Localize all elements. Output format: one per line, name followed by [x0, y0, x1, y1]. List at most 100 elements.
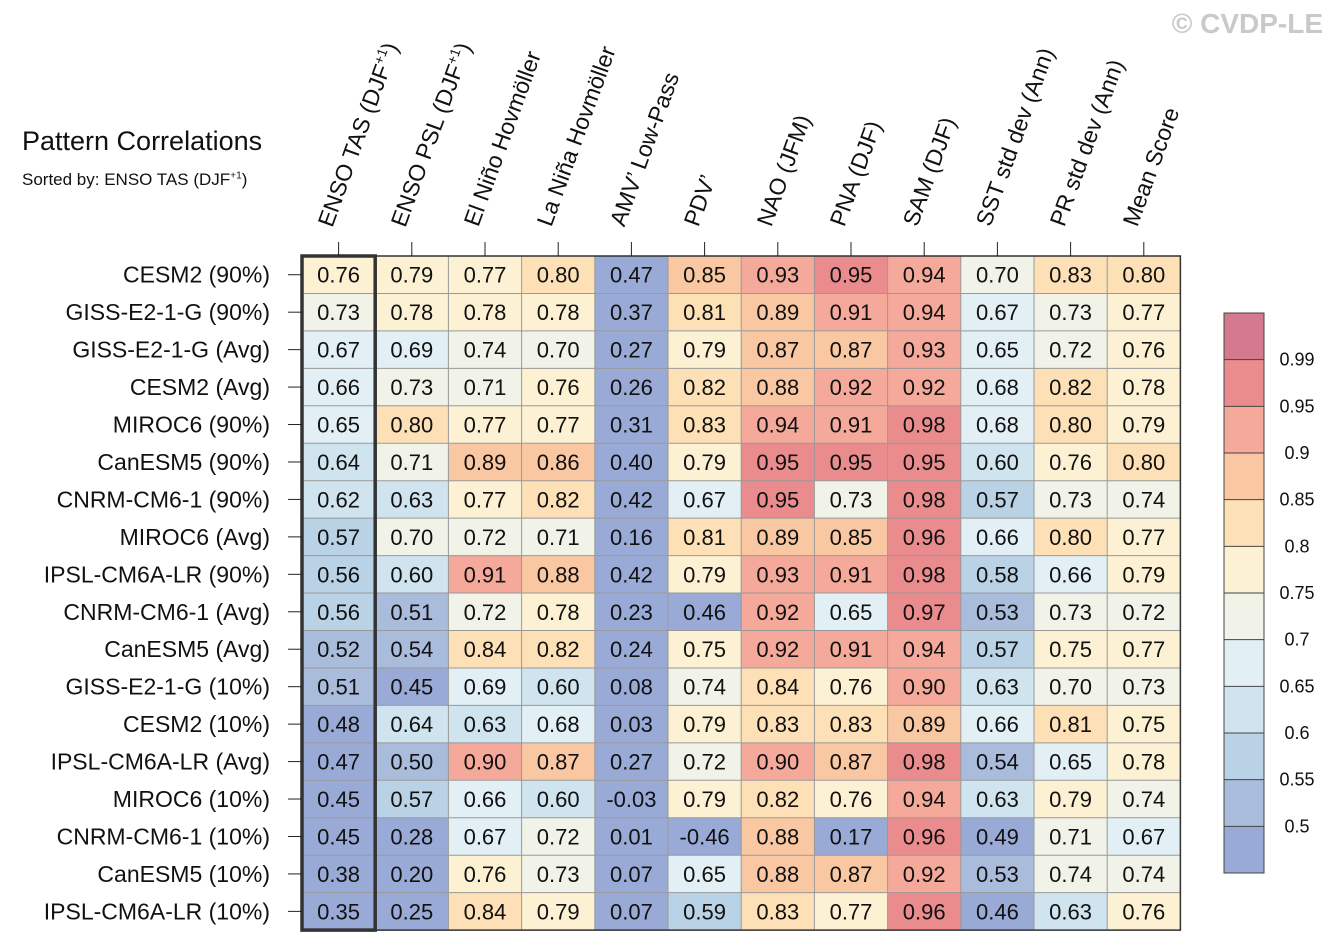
heatmap-cell [814, 443, 888, 481]
heatmap-cell [375, 817, 449, 856]
cell-value-label: 0.51 [390, 600, 433, 625]
heatmap-cell [448, 518, 522, 556]
row-label: MIROC6 (Avg) [120, 524, 270, 550]
heatmap-cell [1034, 480, 1108, 519]
heatmap-cell [668, 742, 742, 781]
cell-value-label: 0.16 [610, 525, 653, 550]
cell-value-label: 0.27 [610, 338, 653, 363]
heatmap-cell [1034, 518, 1108, 556]
cell-value-label: 0.31 [610, 413, 653, 438]
cell-value-label: 0.66 [976, 712, 1019, 737]
cell-value-label: 0.45 [317, 824, 360, 849]
cell-value-label: 0.92 [903, 862, 946, 887]
cell-value-label: 0.79 [683, 787, 726, 812]
cell-value-label: 0.80 [1049, 413, 1092, 438]
colorbar-bin [1224, 359, 1264, 407]
heatmap-cell [887, 742, 961, 781]
cell-value-label: 0.38 [317, 862, 360, 887]
heatmap-cell [448, 855, 522, 893]
colorbar-frame [1223, 312, 1265, 874]
chart-subtitle: Sorted by: ENSO TAS (DJF+1) [22, 170, 248, 189]
cell-value-label: 0.89 [756, 525, 799, 550]
row-label: GISS-E2-1-G (Avg) [72, 337, 270, 363]
cell-value-label: 0.87 [756, 338, 799, 363]
cell-value-label: 0.60 [537, 787, 580, 812]
cell-value-label: 0.74 [1049, 862, 1092, 887]
heatmap-cell-labels: 0.76 0.79 0.77 0.80 0.47 0.85 0.93 0.95 0.94 0.70… [317, 263, 1165, 925]
heatmap-cell [1107, 705, 1181, 743]
cell-value-label: 0.60 [390, 562, 433, 587]
cell-value-label: 0.92 [903, 375, 946, 400]
cell-value-label: 0.75 [1049, 637, 1092, 662]
heatmap-cell [741, 256, 815, 294]
cell-value-label: 0.84 [464, 899, 507, 924]
heatmap-cell [1034, 293, 1108, 331]
heatmap-cell [741, 742, 815, 781]
heatmap-cell [302, 780, 376, 818]
cell-value-label: 0.40 [610, 450, 653, 475]
heatmap-cell [960, 293, 1034, 331]
heatmap-cell [887, 480, 961, 519]
cell-value-label: -0.03 [606, 787, 656, 812]
cell-value-label: 0.65 [317, 413, 360, 438]
heatmap-cell [594, 630, 668, 668]
cell-value-label: 0.54 [976, 750, 1019, 775]
cell-value-label: 0.72 [464, 600, 507, 625]
heatmap-cell [302, 593, 376, 631]
heatmap-cell [375, 742, 449, 781]
cell-value-label: 0.72 [683, 750, 726, 775]
cell-value-label: 0.70 [976, 263, 1019, 288]
colorbar-tick-label: 0.6 [1284, 723, 1309, 743]
heatmap-cell [375, 892, 449, 931]
colorbar-tick-label: 0.5 [1284, 816, 1309, 836]
cell-value-label: 0.82 [683, 375, 726, 400]
cell-value-label: 0.85 [683, 263, 726, 288]
cell-value-label: 0.87 [830, 862, 873, 887]
cell-value-label: 0.63 [976, 787, 1019, 812]
heatmap-cell [594, 855, 668, 893]
row-label: CanESM5 (10%) [97, 861, 270, 887]
heatmap-cell [960, 368, 1034, 406]
cell-value-label: 0.88 [756, 375, 799, 400]
heatmap-cell [594, 817, 668, 856]
heatmap-cell [668, 667, 742, 706]
heatmap-cell [375, 480, 449, 519]
cell-value-label: 0.91 [830, 413, 873, 438]
heatmap-cell [814, 330, 888, 369]
cell-value-label: 0.63 [464, 712, 507, 737]
heatmap-cell [521, 593, 595, 631]
heatmap-cell [814, 667, 888, 706]
heatmap-cell [1107, 817, 1181, 856]
heatmap-cell [887, 518, 961, 556]
cell-value-label: 0.23 [610, 600, 653, 625]
cell-value-label: 0.73 [1049, 487, 1092, 512]
heatmap-cell [1034, 405, 1108, 444]
heatmap-cell [521, 817, 595, 856]
heatmap-cell [375, 330, 449, 369]
cell-value-label: 0.93 [756, 263, 799, 288]
heatmap-cell [668, 780, 742, 818]
heatmap-cell [960, 256, 1034, 294]
cell-value-label: 0.82 [1049, 375, 1092, 400]
cell-value-label: 0.89 [903, 712, 946, 737]
cell-value-label: 0.73 [390, 375, 433, 400]
cell-value-label: 0.79 [1122, 413, 1165, 438]
cell-value-label: 0.76 [464, 862, 507, 887]
heatmap-cell [302, 892, 376, 931]
cell-value-label: 0.79 [390, 263, 433, 288]
cell-value-label: 0.67 [976, 300, 1019, 325]
cell-value-label: 0.88 [756, 824, 799, 849]
heatmap-cell [668, 855, 742, 893]
cell-value-label: 0.56 [317, 562, 360, 587]
heatmap-cell [814, 480, 888, 519]
heatmap-cell [521, 256, 595, 294]
cell-value-label: 0.81 [1049, 712, 1092, 737]
heatmap-cell [960, 817, 1034, 856]
heatmap-cell [302, 405, 376, 444]
cell-value-label: 0.17 [830, 824, 873, 849]
cell-value-label: 0.71 [1049, 824, 1092, 849]
heatmap-cell [1107, 330, 1181, 369]
heatmap-cell [1107, 368, 1181, 406]
heatmap-cell [887, 630, 961, 668]
cell-value-label: 0.71 [390, 450, 433, 475]
